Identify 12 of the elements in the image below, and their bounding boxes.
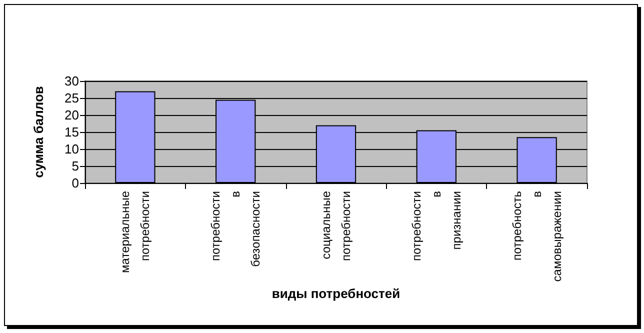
x-tick-label: материальные потребности [118, 190, 152, 273]
x-axis-title: виды потребностей [272, 286, 400, 301]
y-tick-label: 25 [64, 90, 79, 106]
x-tick-label: потребности в признании [409, 191, 464, 261]
y-tick-label: 5 [72, 158, 79, 174]
y-axis-title: сумма баллов [31, 86, 46, 178]
y-tick-label: 10 [64, 142, 79, 156]
y-tick-label: 30 [64, 74, 79, 88]
x-tick-label: социальные потребности [319, 190, 353, 261]
y-tick-label: 15 [64, 124, 79, 140]
y-tick-label: 0 [72, 176, 79, 190]
y-tick-label: 20 [64, 108, 79, 122]
